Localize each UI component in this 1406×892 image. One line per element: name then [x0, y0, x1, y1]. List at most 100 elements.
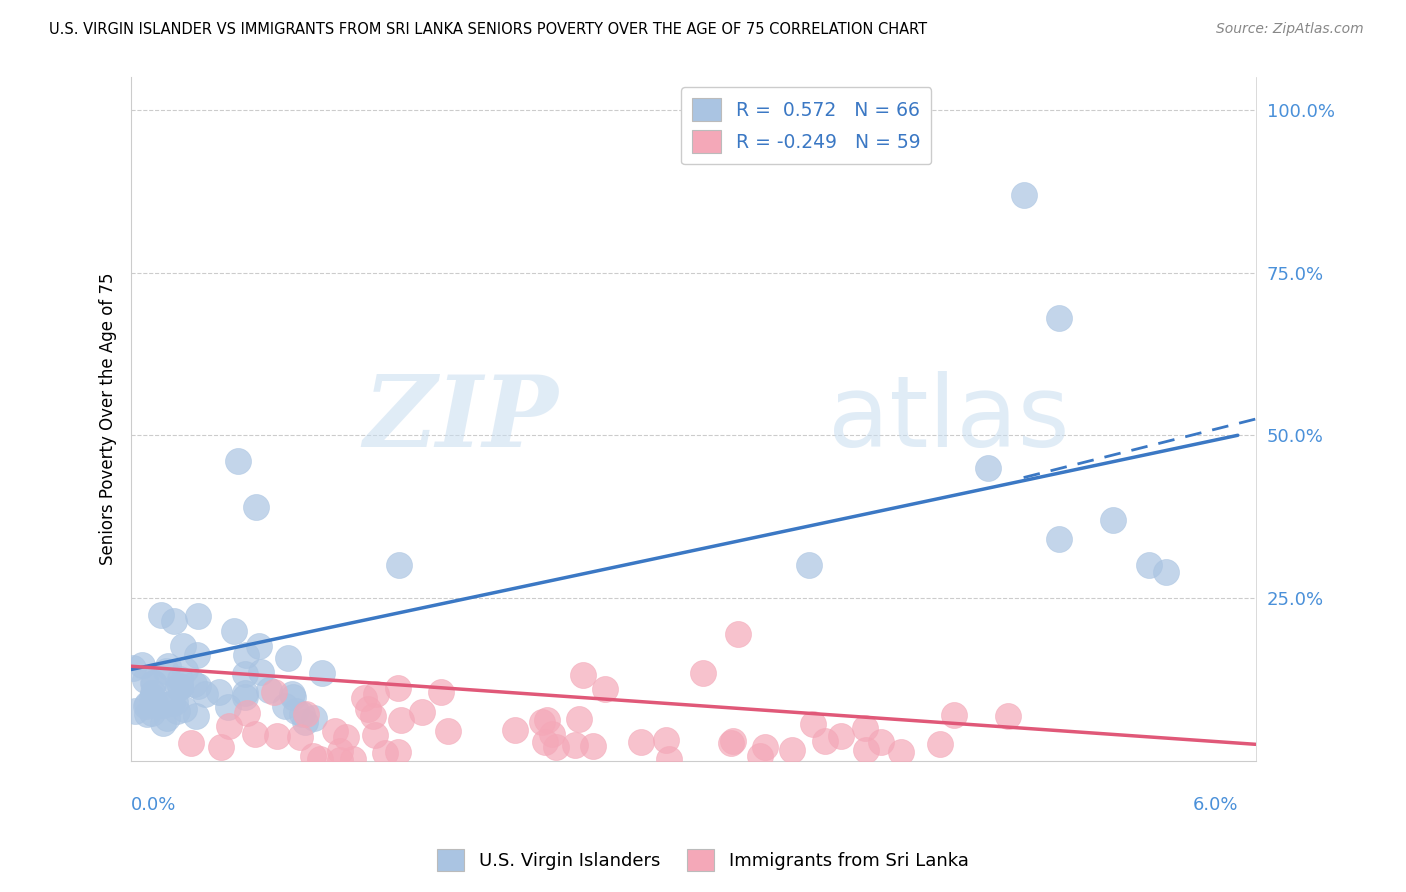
- Point: [329, 744, 352, 758]
- Point: [243, 727, 266, 741]
- Point: [187, 679, 209, 693]
- Point: [323, 724, 346, 739]
- Point: [160, 696, 183, 710]
- Point: [534, 735, 557, 749]
- Text: atlas: atlas: [828, 370, 1070, 467]
- Point: [167, 681, 190, 695]
- Text: 6.0%: 6.0%: [1192, 797, 1237, 814]
- Point: [284, 704, 307, 718]
- Point: [174, 663, 197, 677]
- Point: [142, 686, 165, 700]
- Point: [388, 558, 411, 573]
- Point: [814, 734, 837, 748]
- Point: [801, 717, 824, 731]
- Point: [353, 691, 375, 706]
- Point: [274, 699, 297, 714]
- Point: [186, 648, 208, 662]
- Point: [721, 734, 744, 748]
- Point: [869, 734, 891, 748]
- Point: [166, 704, 188, 718]
- Point: [692, 666, 714, 681]
- Point: [977, 460, 1000, 475]
- Point: [163, 695, 186, 709]
- Point: [853, 721, 876, 735]
- Point: [249, 665, 271, 680]
- Point: [169, 680, 191, 694]
- Point: [1047, 311, 1070, 326]
- Point: [890, 745, 912, 759]
- Point: [294, 715, 316, 730]
- Point: [943, 708, 966, 723]
- Text: Source: ZipAtlas.com: Source: ZipAtlas.com: [1216, 22, 1364, 37]
- Point: [183, 677, 205, 691]
- Point: [149, 607, 172, 622]
- Point: [366, 687, 388, 701]
- Point: [536, 713, 558, 727]
- Point: [411, 705, 433, 719]
- Point: [235, 648, 257, 662]
- Point: [387, 745, 409, 759]
- Point: [228, 454, 250, 468]
- Point: [1156, 565, 1178, 579]
- Point: [233, 686, 256, 700]
- Point: [335, 731, 357, 745]
- Point: [364, 728, 387, 742]
- Point: [156, 659, 179, 673]
- Point: [257, 683, 280, 698]
- Point: [544, 740, 567, 755]
- Point: [1102, 513, 1125, 527]
- Point: [194, 687, 217, 701]
- Point: [288, 731, 311, 745]
- Point: [311, 665, 333, 680]
- Point: [295, 706, 318, 721]
- Point: [134, 673, 156, 687]
- Point: [180, 736, 202, 750]
- Legend: R =  0.572   N = 66, R = -0.249   N = 59: R = 0.572 N = 66, R = -0.249 N = 59: [681, 87, 931, 164]
- Point: [143, 696, 166, 710]
- Point: [997, 709, 1019, 723]
- Point: [263, 685, 285, 699]
- Text: U.S. VIRGIN ISLANDER VS IMMIGRANTS FROM SRI LANKA SENIORS POVERTY OVER THE AGE O: U.S. VIRGIN ISLANDER VS IMMIGRANTS FROM …: [49, 22, 928, 37]
- Point: [540, 727, 562, 741]
- Point: [152, 716, 174, 731]
- Point: [233, 667, 256, 681]
- Point: [572, 668, 595, 682]
- Point: [152, 698, 174, 712]
- Point: [748, 749, 770, 764]
- Point: [169, 672, 191, 686]
- Point: [780, 742, 803, 756]
- Point: [218, 700, 240, 714]
- Point: [236, 706, 259, 720]
- Point: [141, 690, 163, 704]
- Point: [187, 609, 209, 624]
- Point: [929, 737, 952, 751]
- Text: 0.0%: 0.0%: [131, 797, 177, 814]
- Point: [208, 685, 231, 699]
- Point: [186, 708, 208, 723]
- Point: [233, 690, 256, 704]
- Point: [342, 752, 364, 766]
- Point: [1012, 187, 1035, 202]
- Point: [830, 729, 852, 743]
- Point: [173, 702, 195, 716]
- Point: [1047, 533, 1070, 547]
- Point: [141, 706, 163, 720]
- Point: [582, 739, 605, 753]
- Point: [277, 650, 299, 665]
- Point: [218, 719, 240, 733]
- Point: [437, 724, 460, 739]
- Point: [142, 676, 165, 690]
- Point: [172, 640, 194, 654]
- Point: [720, 736, 742, 750]
- Point: [387, 681, 409, 695]
- Point: [329, 753, 352, 767]
- Point: [135, 699, 157, 714]
- Point: [531, 715, 554, 730]
- Legend: U.S. Virgin Islanders, Immigrants from Sri Lanka: U.S. Virgin Islanders, Immigrants from S…: [430, 842, 976, 879]
- Point: [135, 697, 157, 711]
- Point: [655, 732, 678, 747]
- Point: [156, 711, 179, 725]
- Text: ZIP: ZIP: [364, 371, 558, 467]
- Point: [1137, 558, 1160, 573]
- Point: [209, 740, 232, 755]
